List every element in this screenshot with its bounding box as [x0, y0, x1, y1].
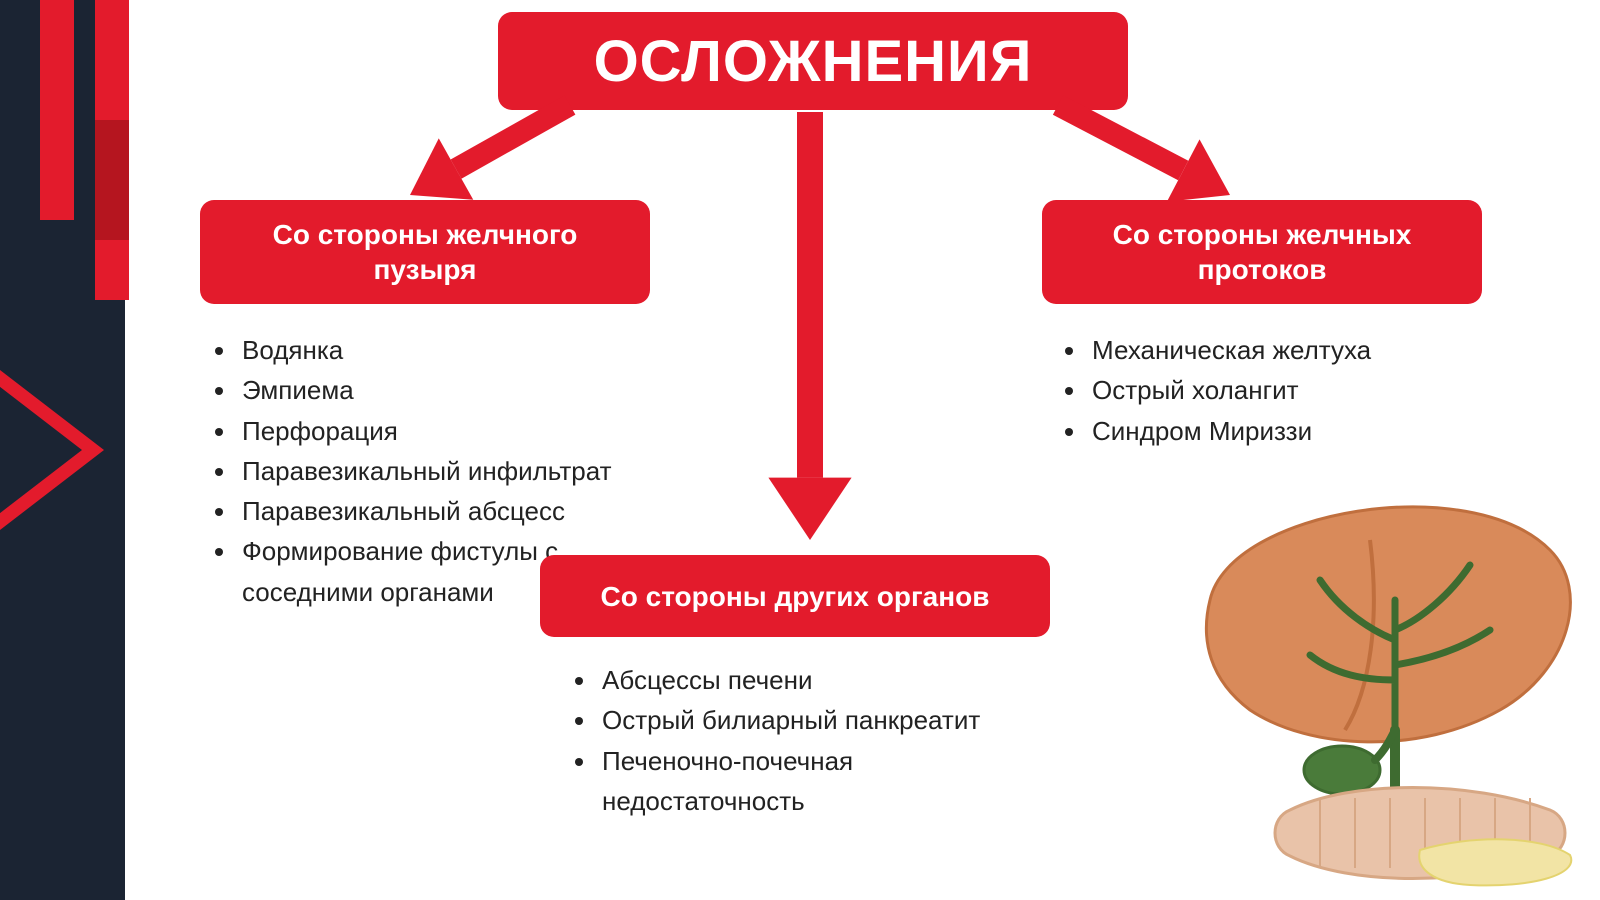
list-item: Абсцессы печени	[598, 660, 1030, 700]
list-item: Паравезикальный абсцесс	[238, 491, 670, 531]
list-item: Водянка	[238, 330, 670, 370]
branch-left-heading-box: Со стороны желчного пузыря	[200, 200, 650, 304]
arrow-left	[410, 105, 570, 200]
gallbladder	[1304, 746, 1380, 794]
list-item: Острый билиарный панкреатит	[598, 700, 1030, 740]
branch-right-heading-box: Со стороны желчных протоков	[1042, 200, 1482, 304]
sidebar-decor	[0, 0, 180, 900]
sidebar-chevron	[0, 560, 104, 720]
branch-left-heading: Со стороны желчного пузыря	[228, 217, 622, 287]
title-text: ОСЛОЖНЕНИЯ	[594, 28, 1033, 95]
liver-illustration	[1170, 480, 1590, 890]
sidebar-chevron	[0, 730, 78, 850]
list-item: Механическая желтуха	[1088, 330, 1371, 370]
list-item: Перфорация	[238, 411, 670, 451]
list-item: Печеночно-почечная недостаточность	[598, 741, 1030, 822]
sidebar-chevrons	[0, 0, 200, 900]
arrow-right	[1058, 105, 1230, 202]
slide: ОСЛОЖНЕНИЯ Со стороны желчного пузыря Во…	[0, 0, 1600, 900]
branch-right-heading: Со стороны желчных протоков	[1070, 217, 1454, 287]
branch-right-list: Механическая желтухаОстрый холангитСиндр…	[1060, 330, 1371, 451]
list-item: Синдром Мириззи	[1088, 411, 1371, 451]
title-box: ОСЛОЖНЕНИЯ	[498, 12, 1128, 110]
branch-center-list: Абсцессы печениОстрый билиарный панкреат…	[570, 660, 1030, 821]
list-item: Эмпиема	[238, 370, 670, 410]
branch-center-heading-box: Со стороны других органов	[540, 555, 1050, 637]
arrow-down	[768, 112, 851, 540]
sidebar-chevron	[0, 370, 104, 530]
branch-center-heading: Со стороны других органов	[601, 579, 990, 614]
list-item: Паравезикальный инфильтрат	[238, 451, 670, 491]
list-item: Острый холангит	[1088, 370, 1371, 410]
pancreas-fat	[1419, 839, 1571, 885]
liver-shape	[1206, 507, 1570, 742]
